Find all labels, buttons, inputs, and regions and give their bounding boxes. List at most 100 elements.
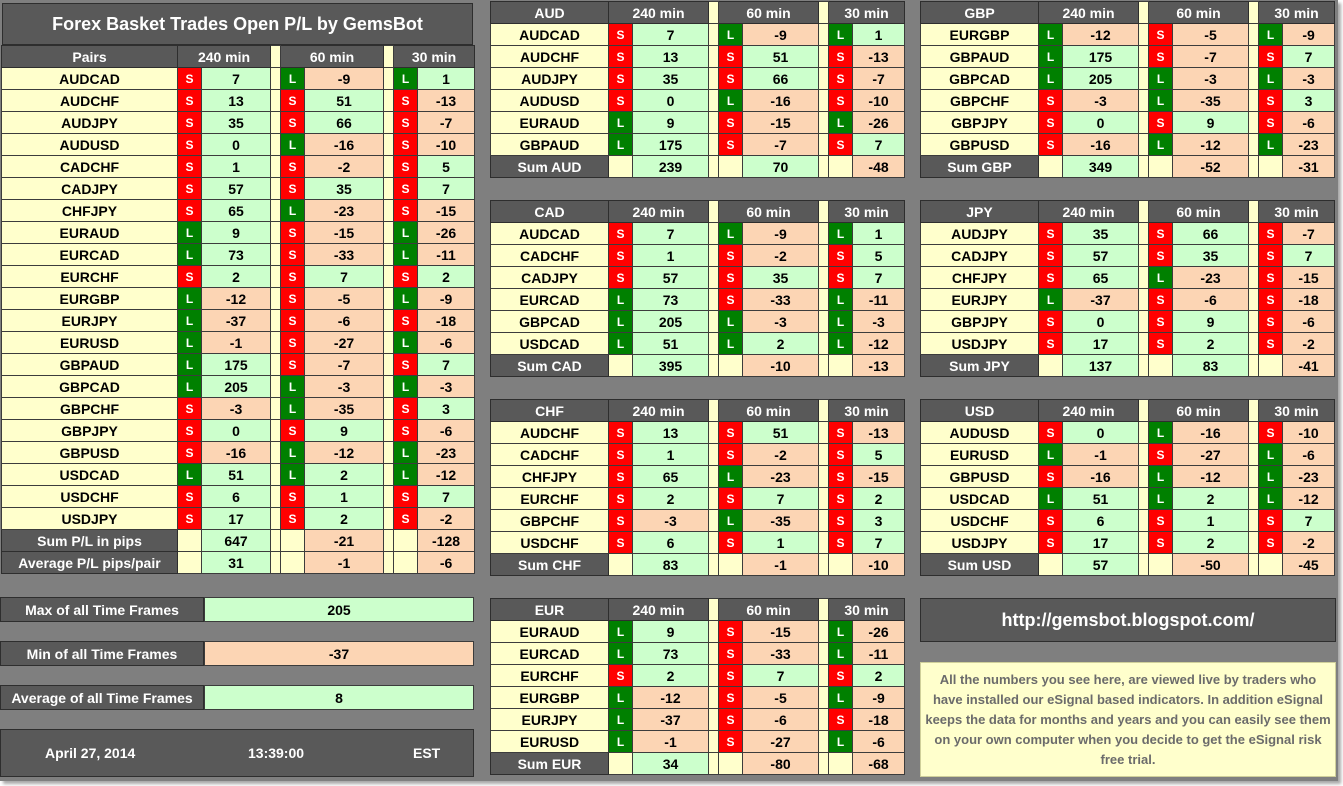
column-spacer	[818, 509, 830, 532]
timezone-label: EST	[413, 745, 441, 761]
signal-badge-30: S	[828, 509, 854, 532]
column-spacer	[818, 67, 830, 90]
empty-signal-cell	[393, 551, 419, 574]
pair-name: EURUSD	[1, 331, 178, 354]
header-60-min: 60 min	[1148, 399, 1250, 422]
table-row: EURCHF S 2 S 7 S 2	[490, 487, 906, 510]
empty-signal-cell	[1148, 155, 1174, 178]
signal-badge-240: L	[1038, 288, 1063, 311]
signal-badge-240: S	[608, 509, 633, 532]
pl-value-60: -12	[1172, 465, 1250, 488]
table-row: EURAUD L 9 S -15 L -26	[1, 221, 476, 244]
column-spacer	[818, 133, 830, 156]
column-spacer	[383, 199, 395, 222]
column-spacer	[383, 287, 395, 310]
column-spacer	[1248, 222, 1260, 245]
column-spacer	[1138, 421, 1150, 444]
column-spacer	[1138, 465, 1150, 488]
pl-value-60: -27	[304, 331, 385, 354]
signal-badge-60: S	[1148, 111, 1174, 134]
empty-signal-cell	[280, 529, 306, 552]
signal-badge-30: S	[828, 708, 854, 731]
pl-value-30: -7	[852, 67, 906, 90]
signal-badge-240: S	[1038, 89, 1063, 112]
basket-sum-row-label: Sum JPY	[920, 354, 1039, 377]
pl-value-30: 7	[1282, 509, 1336, 532]
pl-value-60: -23	[1172, 266, 1250, 289]
column-spacer	[708, 310, 720, 333]
table-row: AUDCHF S 13 S 51 S -13	[490, 421, 906, 444]
signal-badge-30: S	[1258, 531, 1284, 554]
signal-badge-240: L	[608, 686, 633, 709]
date-time-bar: April 27, 2014 13:39:00 EST	[0, 729, 474, 777]
pl-value-240: 57	[200, 177, 272, 200]
signal-badge-240: S	[1038, 509, 1063, 532]
signal-badge-60: L	[718, 23, 744, 46]
date-label: April 27, 2014	[45, 745, 136, 761]
header-60-min: 60 min	[718, 200, 820, 223]
pair-name: AUDCHF	[1, 89, 178, 112]
column-spacer	[1138, 354, 1150, 377]
column-spacer	[1248, 553, 1260, 576]
column-spacer	[818, 708, 830, 731]
pl-value-60: 1	[1172, 509, 1250, 532]
pl-value-240: 65	[1061, 266, 1140, 289]
blog-url-link[interactable]: http://gemsbot.blogspot.com/	[920, 598, 1336, 642]
pl-value-30: -15	[1282, 266, 1336, 289]
column-spacer	[818, 310, 830, 333]
pl-value-240: 0	[1061, 310, 1140, 333]
column-spacer	[270, 287, 282, 310]
pair-name: GBPCAD	[490, 310, 609, 333]
pl-value-60: 35	[1172, 244, 1250, 267]
column-spacer	[818, 487, 830, 510]
table-row: AUDJPY S 35 S 66 S -7	[1, 111, 476, 134]
signal-badge-30: S	[1258, 288, 1284, 311]
pl-value-60: -9	[742, 23, 820, 46]
signal-badge-60: S	[1148, 23, 1174, 46]
signal-badge-60: L	[1148, 266, 1174, 289]
pl-value-30: -6	[1282, 111, 1336, 134]
signal-badge-60: L	[280, 375, 306, 398]
pl-value-60: -3	[1172, 67, 1250, 90]
basket-sum-row: Sum CAD 395 -10 -13	[490, 354, 906, 377]
column-spacer	[1248, 465, 1260, 488]
signal-badge-30: L	[393, 441, 419, 464]
signal-badge-60: S	[280, 507, 306, 530]
signal-badge-60: L	[718, 89, 744, 112]
table-row: AUDCHF S 13 S 51 S -13	[1, 89, 476, 112]
pl-value-240: -1	[1061, 443, 1140, 466]
table-row: EURUSD L -1 S -27 L -6	[920, 443, 1336, 466]
basket-sum-row-value-240: 349	[1061, 155, 1140, 178]
pair-name: CADJPY	[920, 244, 1039, 267]
pl-value-60: -23	[742, 465, 820, 488]
column-spacer	[708, 332, 720, 355]
average-row-value-60: -1	[304, 551, 385, 574]
signal-badge-30: S	[393, 309, 419, 332]
signal-badge-60: L	[1148, 421, 1174, 444]
pl-value-60: 2	[304, 463, 385, 486]
signal-badge-30: S	[828, 531, 854, 554]
column-spacer	[708, 23, 720, 46]
pl-value-240: 175	[200, 353, 272, 376]
pair-name: EURAUD	[490, 111, 609, 134]
pl-value-60: -2	[742, 244, 820, 267]
basket-table-eur: EUR 240 min 60 min 30 min EURAUD L 9 S -15 L -26 EU…	[490, 598, 906, 775]
pl-value-30: 1	[852, 222, 906, 245]
column-spacer	[708, 266, 720, 289]
signal-badge-60: L	[280, 199, 306, 222]
header-60-min: 60 min	[1148, 1, 1250, 24]
empty-signal-cell	[718, 155, 744, 178]
pl-value-60: 9	[1172, 310, 1250, 333]
signal-badge-240: L	[608, 288, 633, 311]
signal-badge-30: L	[393, 331, 419, 354]
signal-badge-60: S	[1148, 443, 1174, 466]
column-spacer	[1138, 155, 1150, 178]
pairs-header: Pairs	[1, 45, 178, 68]
column-spacer	[818, 465, 830, 488]
signal-badge-240: S	[608, 23, 633, 46]
signal-badge-60: S	[718, 730, 744, 753]
column-spacer	[818, 553, 830, 576]
pl-value-240: -1	[200, 331, 272, 354]
column-spacer	[708, 421, 720, 444]
column-spacer	[1138, 111, 1150, 134]
